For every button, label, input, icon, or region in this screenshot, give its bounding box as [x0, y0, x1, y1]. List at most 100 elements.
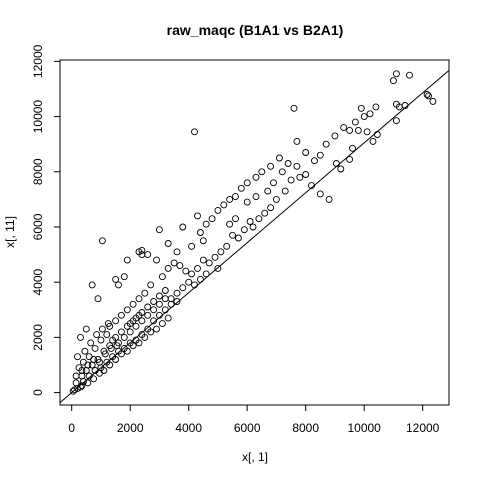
data-point [144, 251, 152, 259]
data-point [113, 342, 121, 350]
data-point [144, 303, 152, 311]
data-point [123, 306, 131, 314]
data-point [112, 275, 120, 283]
data-point [296, 173, 304, 181]
data-point [366, 110, 374, 118]
data-point [150, 317, 158, 325]
y-tick-label: 10000 [31, 100, 45, 134]
data-point [369, 137, 377, 145]
data-point [126, 328, 134, 336]
data-points [69, 70, 437, 395]
data-point [71, 386, 79, 394]
data-point [129, 300, 137, 308]
data-point [290, 104, 298, 112]
data-point [164, 314, 172, 322]
data-point [85, 353, 93, 361]
data-point [360, 113, 368, 121]
data-point [141, 289, 149, 297]
data-point [112, 356, 120, 363]
data-point [150, 306, 158, 314]
data-point [389, 77, 397, 85]
data-point [287, 176, 295, 184]
data-point [161, 295, 169, 303]
data-point [135, 311, 143, 319]
data-point [112, 317, 120, 325]
data-point [194, 212, 201, 220]
data-point [69, 387, 77, 395]
data-point [173, 298, 181, 305]
data-point [316, 151, 324, 159]
data-point [93, 331, 101, 339]
data-point [79, 358, 87, 366]
data-point [132, 322, 140, 330]
data-point [214, 264, 222, 272]
data-point [302, 149, 310, 156]
data-point [258, 168, 266, 176]
data-point [357, 104, 365, 112]
data-point [138, 317, 146, 325]
data-point [117, 328, 125, 336]
data-point [88, 281, 96, 289]
data-point [147, 281, 155, 289]
x-axis-title: x[, 1] [242, 450, 268, 464]
data-point [158, 273, 166, 281]
data-point [363, 128, 371, 136]
data-point [325, 195, 333, 203]
data-point [226, 195, 234, 203]
y-axis: 0 2000 4000 6000 8000 10000 12000 [31, 44, 60, 396]
data-point [392, 117, 400, 125]
data-point [173, 248, 181, 256]
data-point [199, 237, 207, 245]
data-point [72, 372, 80, 380]
data-point [84, 379, 92, 387]
data-point [246, 218, 254, 225]
data-point [153, 325, 160, 333]
data-point [232, 193, 239, 201]
data-point [234, 234, 242, 242]
data-point [208, 215, 216, 223]
data-point [107, 344, 115, 352]
data-point [77, 333, 84, 341]
data-point [104, 320, 112, 328]
data-point [78, 367, 86, 374]
data-point [147, 328, 155, 336]
chart-title: raw_maqc (B1A1 vs B2A1) [167, 22, 344, 38]
data-point [138, 251, 146, 259]
data-point [179, 223, 187, 231]
data-point [202, 220, 210, 228]
data-point [120, 273, 128, 281]
data-point [392, 70, 400, 78]
data-point [97, 336, 105, 344]
data-point [284, 160, 292, 167]
data-point [155, 226, 163, 234]
data-point [94, 295, 102, 303]
data-point [164, 264, 172, 272]
data-point [423, 91, 431, 98]
data-point [237, 184, 245, 192]
x-tick-label: 2000 [117, 421, 144, 435]
data-point [351, 118, 359, 126]
data-point [81, 347, 89, 355]
data-point [202, 270, 210, 278]
data-point [129, 342, 137, 350]
data-point [346, 126, 354, 134]
data-point [129, 317, 137, 325]
data-point [232, 215, 239, 223]
data-point [90, 375, 98, 383]
data-point [123, 347, 131, 355]
data-point [120, 333, 128, 341]
data-point [337, 165, 345, 173]
data-point [185, 278, 193, 286]
data-point [214, 206, 222, 214]
y-axis-title: x[, 11] [3, 216, 17, 248]
reference-line [59, 69, 450, 403]
data-point [103, 331, 111, 339]
data-point [220, 201, 228, 209]
data-point [84, 361, 92, 369]
data-point [167, 295, 175, 303]
data-point [406, 71, 413, 79]
data-point [196, 229, 204, 236]
data-point [78, 382, 86, 390]
data-point [226, 220, 234, 228]
